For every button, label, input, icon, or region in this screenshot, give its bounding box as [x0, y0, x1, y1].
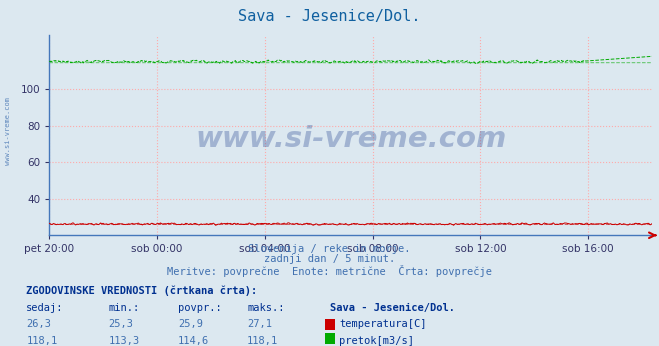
Text: zadnji dan / 5 minut.: zadnji dan / 5 minut.: [264, 254, 395, 264]
Text: 113,3: 113,3: [109, 336, 140, 346]
Text: 26,3: 26,3: [26, 319, 51, 329]
Text: 27,1: 27,1: [247, 319, 272, 329]
Text: sedaj:: sedaj:: [26, 303, 64, 313]
Text: Sava - Jesenice/Dol.: Sava - Jesenice/Dol.: [330, 303, 455, 313]
Text: ZGODOVINSKE VREDNOSTI (črtkana črta):: ZGODOVINSKE VREDNOSTI (črtkana črta):: [26, 285, 258, 296]
Text: min.:: min.:: [109, 303, 140, 313]
Text: maks.:: maks.:: [247, 303, 285, 313]
Text: 114,6: 114,6: [178, 336, 209, 346]
Text: 118,1: 118,1: [26, 336, 57, 346]
Text: 118,1: 118,1: [247, 336, 278, 346]
Text: 25,9: 25,9: [178, 319, 203, 329]
Text: Meritve: povprečne  Enote: metrične  Črta: povprečje: Meritve: povprečne Enote: metrične Črta:…: [167, 265, 492, 277]
Text: Sava - Jesenice/Dol.: Sava - Jesenice/Dol.: [239, 9, 420, 24]
Text: Slovenija / reke in morje.: Slovenija / reke in morje.: [248, 244, 411, 254]
Text: temperatura[C]: temperatura[C]: [339, 319, 427, 329]
Text: www.si-vreme.com: www.si-vreme.com: [5, 98, 11, 165]
Text: povpr.:: povpr.:: [178, 303, 221, 313]
Text: 25,3: 25,3: [109, 319, 134, 329]
Text: pretok[m3/s]: pretok[m3/s]: [339, 336, 415, 346]
Text: www.si-vreme.com: www.si-vreme.com: [195, 125, 507, 153]
